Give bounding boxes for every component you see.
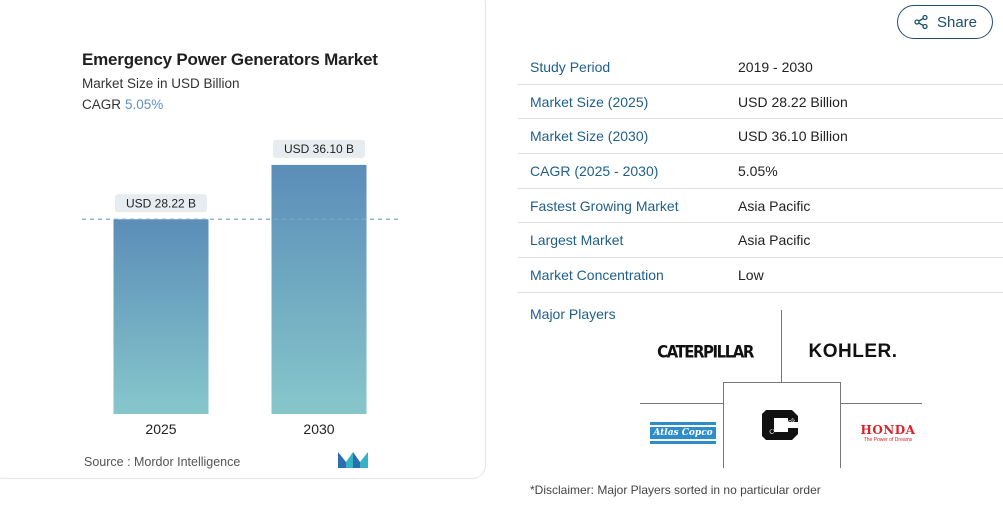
stat-row: CAGR (2025 - 2030) 5.05% (518, 154, 1003, 189)
x-tick-label: 2030 (303, 421, 334, 437)
share-icon (914, 14, 928, 30)
data-label-bg (273, 139, 365, 158)
stat-row: Market Size (2030) USD 36.10 Billion (518, 119, 1003, 155)
grid-divider (840, 403, 922, 404)
grid-divider (781, 310, 782, 382)
stat-value: USD 28.22 Billion (738, 93, 848, 110)
data-label: USD 36.10 B (284, 142, 354, 156)
kohler-logo: KOHLER. (808, 341, 898, 362)
stat-row: Market Size (2025) USD 28.22 Billion (518, 85, 1003, 120)
stat-key: CAGR (2025 - 2030) (530, 162, 659, 179)
data-label: USD 28.22 B (126, 196, 196, 210)
cummins-logo: Cummins (762, 410, 798, 440)
grid-divider (723, 382, 724, 468)
share-label: Share (936, 13, 978, 31)
chart-title: Emergency Power Generators Market (82, 50, 378, 69)
share-button[interactable]: Share (897, 5, 993, 39)
grid-divider (840, 382, 841, 468)
stat-row: Fastest Growing Market Asia Pacific (518, 189, 1003, 224)
stat-value: USD 36.10 Billion (738, 128, 848, 145)
cagr-value: 5.05% (125, 97, 164, 112)
mordor-intelligence-logo (338, 452, 368, 468)
major-players-label: Major Players (530, 306, 616, 322)
chart-subtitle: Market Size in USD Billion (82, 76, 240, 91)
stat-key: Largest Market (530, 232, 624, 249)
atlas-copco-logo: Atlas Copco (650, 421, 716, 445)
stat-row: Market Concentration Low (518, 258, 1003, 293)
bar-chart: USD 28.22 B 2025 USD 36.10 B 2030 (82, 139, 400, 437)
caterpillar-logo: CATERPILLAR (657, 341, 754, 363)
grid-divider (723, 382, 840, 383)
stat-value: Low (738, 266, 764, 283)
stat-key: Market Concentration (530, 266, 664, 283)
disclaimer: *Disclaimer: Major Players sorted in no … (530, 483, 821, 497)
market-stats-table: Study Period 2019 - 2030 Market Size (2025… (518, 50, 1003, 293)
chart-source: Source : Mordor Intelligence (84, 455, 241, 469)
cagr-label: CAGR (82, 97, 122, 112)
stat-value: 5.05% (738, 162, 778, 179)
bar-2025 (113, 219, 209, 414)
stat-value: Asia Pacific (738, 197, 811, 214)
chart-card (0, 0, 486, 479)
stat-key: Fastest Growing Market (530, 197, 679, 214)
grid-divider (640, 403, 723, 404)
stat-key: Study Period (530, 58, 611, 75)
stat-row: Study Period 2019 - 2030 (518, 50, 1003, 85)
stat-value: 2019 - 2030 (738, 58, 813, 75)
data-label-bg (115, 194, 207, 213)
bar-2030 (271, 164, 367, 414)
stat-key: Market Size (2025) (530, 93, 649, 110)
stat-row: Largest Market Asia Pacific (518, 223, 1003, 259)
stat-key: Market Size (2030) (530, 128, 649, 145)
x-tick-label: 2025 (145, 421, 176, 437)
honda-logo: HONDA The Power of Dreams (860, 423, 916, 443)
cagr-line: CAGR 5.05% (82, 97, 163, 112)
stat-value: Asia Pacific (738, 232, 811, 249)
